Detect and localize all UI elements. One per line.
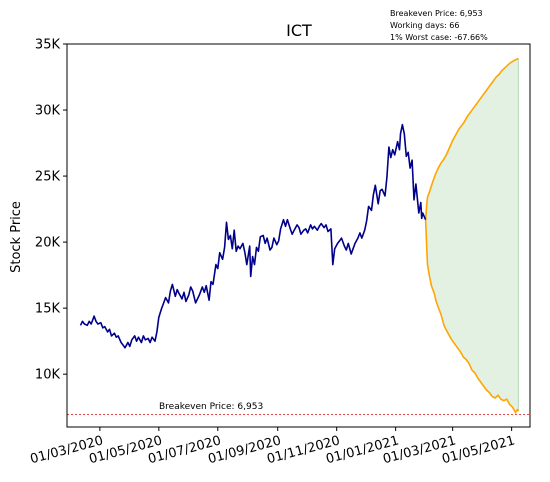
history-price-line — [79, 123, 427, 349]
y-tick-label: 30K — [35, 104, 61, 119]
info-line-working-days: Working days: 66 — [390, 21, 459, 30]
y-tick-label: 20K — [35, 236, 61, 251]
forecast-lower-line — [424, 219, 520, 415]
info-line-worst-case: 1% Worst case: -67.66% — [390, 33, 488, 42]
forecast-band-layer — [425, 58, 519, 413]
y-tick-label: 25K — [35, 170, 61, 185]
breakeven-label: Breakeven Price: 6,953 — [159, 402, 263, 412]
y-tick-label: 35K — [35, 38, 61, 53]
info-line-breakeven: Breakeven Price: 6,953 — [390, 9, 483, 18]
y-tick-label: 15K — [35, 302, 61, 317]
forecast-upper-line — [424, 57, 519, 220]
forecast-band — [425, 58, 519, 413]
plot-area-frame — [66, 43, 531, 428]
y-axis-label: Stock Price — [9, 201, 24, 273]
series-layer — [79, 57, 520, 415]
y-tick-label: 10K — [35, 368, 61, 383]
chart-title: ICT — [286, 21, 312, 40]
